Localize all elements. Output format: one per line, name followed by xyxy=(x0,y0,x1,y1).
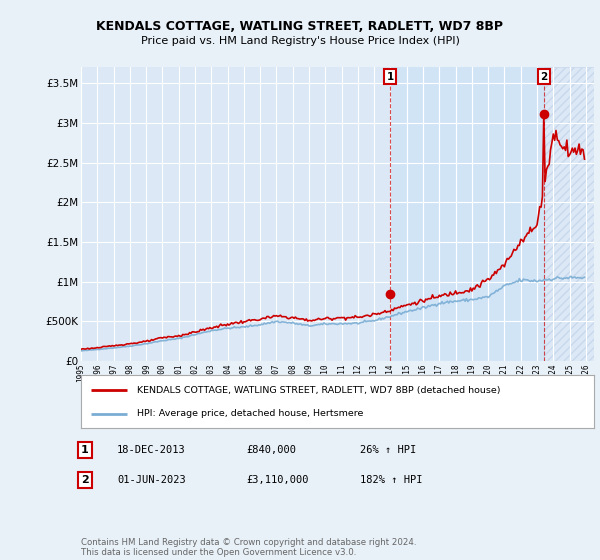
Text: KENDALS COTTAGE, WATLING STREET, RADLETT, WD7 8BP (detached house): KENDALS COTTAGE, WATLING STREET, RADLETT… xyxy=(137,386,501,395)
Text: KENDALS COTTAGE, WATLING STREET, RADLETT, WD7 8BP: KENDALS COTTAGE, WATLING STREET, RADLETT… xyxy=(97,20,503,32)
Text: £840,000: £840,000 xyxy=(246,445,296,455)
Text: 1: 1 xyxy=(81,445,89,455)
Text: 2: 2 xyxy=(81,475,89,485)
Text: £3,110,000: £3,110,000 xyxy=(246,475,308,485)
Text: 18-DEC-2013: 18-DEC-2013 xyxy=(117,445,186,455)
Text: Price paid vs. HM Land Registry's House Price Index (HPI): Price paid vs. HM Land Registry's House … xyxy=(140,36,460,46)
Text: 2: 2 xyxy=(540,72,547,82)
Text: 1: 1 xyxy=(386,72,394,82)
Text: 182% ↑ HPI: 182% ↑ HPI xyxy=(360,475,422,485)
Text: 26% ↑ HPI: 26% ↑ HPI xyxy=(360,445,416,455)
Text: HPI: Average price, detached house, Hertsmere: HPI: Average price, detached house, Hert… xyxy=(137,409,364,418)
Text: 01-JUN-2023: 01-JUN-2023 xyxy=(117,475,186,485)
Text: Contains HM Land Registry data © Crown copyright and database right 2024.
This d: Contains HM Land Registry data © Crown c… xyxy=(81,538,416,557)
Bar xyxy=(544,67,594,361)
Bar xyxy=(390,67,544,361)
